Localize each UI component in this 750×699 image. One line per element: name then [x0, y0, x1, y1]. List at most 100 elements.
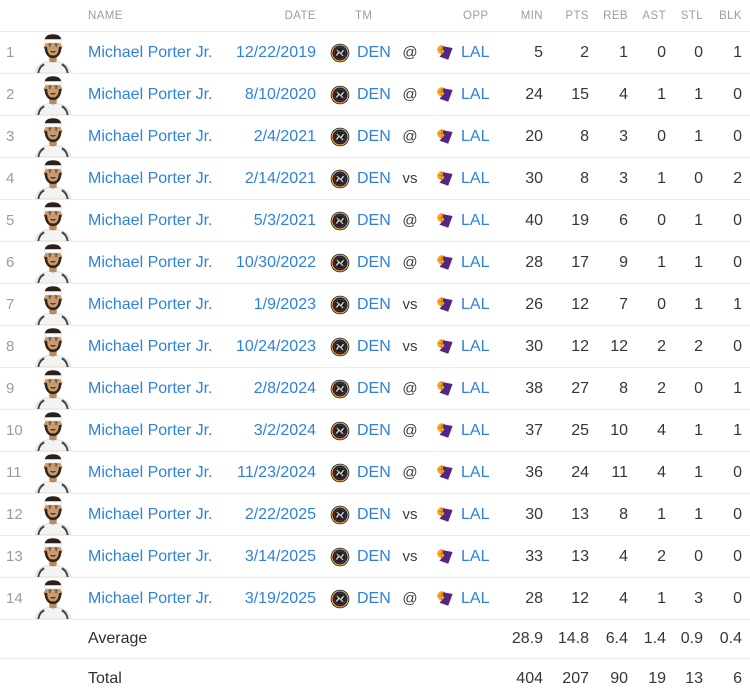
header-blk: BLK [719, 9, 742, 22]
player-avatar[interactable] [26, 32, 88, 73]
player-avatar[interactable] [26, 242, 88, 283]
player-name-link[interactable]: Michael Porter Jr. [88, 253, 213, 271]
player-name-link[interactable]: Michael Porter Jr. [88, 169, 213, 187]
stat-pts: 27 [571, 379, 589, 397]
opponent-link[interactable]: LAL [461, 421, 490, 439]
stat-min: 38 [525, 379, 543, 397]
player-name-link[interactable]: Michael Porter Jr. [88, 589, 213, 607]
summary-empty-opp [428, 620, 496, 658]
game-date-link[interactable]: 5/3/2021 [253, 211, 316, 229]
stat-ast: 4 [657, 421, 666, 439]
player-avatar[interactable] [26, 452, 88, 493]
stat-ast: 0 [657, 211, 666, 229]
summary-blk: 6 [733, 670, 742, 687]
stat-blk: 0 [733, 547, 742, 565]
game-date-link[interactable]: 10/24/2023 [235, 337, 316, 355]
team-link[interactable]: DEN [357, 589, 391, 607]
table-row: 10 Michael Porter Jr. 3/2/2024 [0, 410, 750, 452]
player-avatar[interactable] [26, 284, 88, 325]
row-number: 7 [6, 296, 15, 313]
opponent-cell: LAL [428, 578, 496, 619]
player-name-link[interactable]: Michael Porter Jr. [88, 547, 213, 565]
player-avatar[interactable] [26, 158, 88, 199]
game-date-link[interactable]: 12/22/2019 [235, 43, 316, 61]
game-date-link[interactable]: 2/8/2024 [253, 379, 316, 397]
team-link[interactable]: DEN [357, 253, 391, 271]
opponent-link[interactable]: LAL [461, 43, 490, 61]
player-name-link[interactable]: Michael Porter Jr. [88, 295, 213, 313]
team-link[interactable]: DEN [357, 169, 391, 187]
summary-stl: 0.9 [680, 630, 703, 647]
home-away-indicator: @ [402, 44, 418, 61]
opponent-link[interactable]: LAL [461, 463, 490, 481]
team-link[interactable]: DEN [357, 379, 391, 397]
player-name-link[interactable]: Michael Porter Jr. [88, 127, 213, 145]
game-date-link[interactable]: 2/22/2025 [244, 505, 316, 523]
game-date-link[interactable]: 3/2/2024 [253, 421, 316, 439]
opponent-link[interactable]: LAL [461, 127, 490, 145]
stat-stl: 2 [694, 337, 703, 355]
team-link[interactable]: DEN [357, 547, 391, 565]
player-name-link[interactable]: Michael Porter Jr. [88, 43, 213, 61]
opponent-link[interactable]: LAL [461, 211, 490, 229]
team-link[interactable]: DEN [357, 43, 391, 61]
team-link[interactable]: DEN [357, 505, 391, 523]
opponent-link[interactable]: LAL [461, 505, 490, 523]
game-date-link[interactable]: 1/9/2023 [253, 295, 316, 313]
header-tm: TM [355, 9, 373, 22]
player-avatar[interactable] [26, 200, 88, 241]
stat-ast: 4 [657, 463, 666, 481]
home-away-indicator: @ [402, 86, 418, 103]
summary-empty-opp [428, 659, 496, 699]
team-link[interactable]: DEN [357, 463, 391, 481]
player-avatar[interactable] [26, 494, 88, 535]
opponent-link[interactable]: LAL [461, 547, 490, 565]
team-link[interactable]: DEN [357, 421, 391, 439]
stat-ast: 0 [657, 127, 666, 145]
game-date-link[interactable]: 2/4/2021 [253, 127, 316, 145]
player-avatar[interactable] [26, 326, 88, 367]
summary-blk: 0.4 [719, 630, 742, 647]
player-name-link[interactable]: Michael Porter Jr. [88, 379, 213, 397]
table-row: 8 Michael Porter Jr. 10/24/2023 [0, 326, 750, 368]
opponent-cell: LAL [428, 32, 496, 73]
team-link[interactable]: DEN [357, 295, 391, 313]
player-name-link[interactable]: Michael Porter Jr. [88, 337, 213, 355]
stat-ast: 2 [657, 337, 666, 355]
stat-min: 40 [525, 211, 543, 229]
team-link[interactable]: DEN [357, 211, 391, 229]
player-avatar[interactable] [26, 74, 88, 115]
summary-stl: 13 [685, 670, 703, 687]
game-date-link[interactable]: 2/14/2021 [244, 169, 316, 187]
player-name-link[interactable]: Michael Porter Jr. [88, 85, 213, 103]
game-date-link[interactable]: 8/10/2020 [244, 85, 316, 103]
game-date-link[interactable]: 11/23/2024 [237, 463, 316, 481]
home-away-indicator: vs [402, 506, 418, 523]
opponent-link[interactable]: LAL [461, 253, 490, 271]
opponent-link[interactable]: LAL [461, 589, 490, 607]
player-avatar[interactable] [26, 536, 88, 577]
player-name-link[interactable]: Michael Porter Jr. [88, 463, 213, 481]
stat-stl: 0 [694, 379, 703, 397]
player-avatar[interactable] [26, 116, 88, 157]
team-link[interactable]: DEN [357, 127, 391, 145]
player-avatar[interactable] [26, 410, 88, 451]
opponent-link[interactable]: LAL [461, 337, 490, 355]
player-name-link[interactable]: Michael Porter Jr. [88, 505, 213, 523]
opponent-link[interactable]: LAL [461, 85, 490, 103]
opponent-link[interactable]: LAL [461, 295, 490, 313]
stat-pts: 24 [571, 463, 589, 481]
home-away-indicator: vs [402, 338, 418, 355]
opponent-link[interactable]: LAL [461, 169, 490, 187]
game-date-link[interactable]: 10/30/2022 [235, 253, 316, 271]
player-name-link[interactable]: Michael Porter Jr. [88, 421, 213, 439]
team-link[interactable]: DEN [357, 85, 391, 103]
player-avatar[interactable] [26, 578, 88, 619]
summary-ast: 1.4 [643, 630, 666, 647]
team-link[interactable]: DEN [357, 337, 391, 355]
game-date-link[interactable]: 3/19/2025 [244, 589, 316, 607]
player-avatar[interactable] [26, 368, 88, 409]
player-name-link[interactable]: Michael Porter Jr. [88, 211, 213, 229]
opponent-link[interactable]: LAL [461, 379, 490, 397]
game-date-link[interactable]: 3/14/2025 [244, 547, 316, 565]
